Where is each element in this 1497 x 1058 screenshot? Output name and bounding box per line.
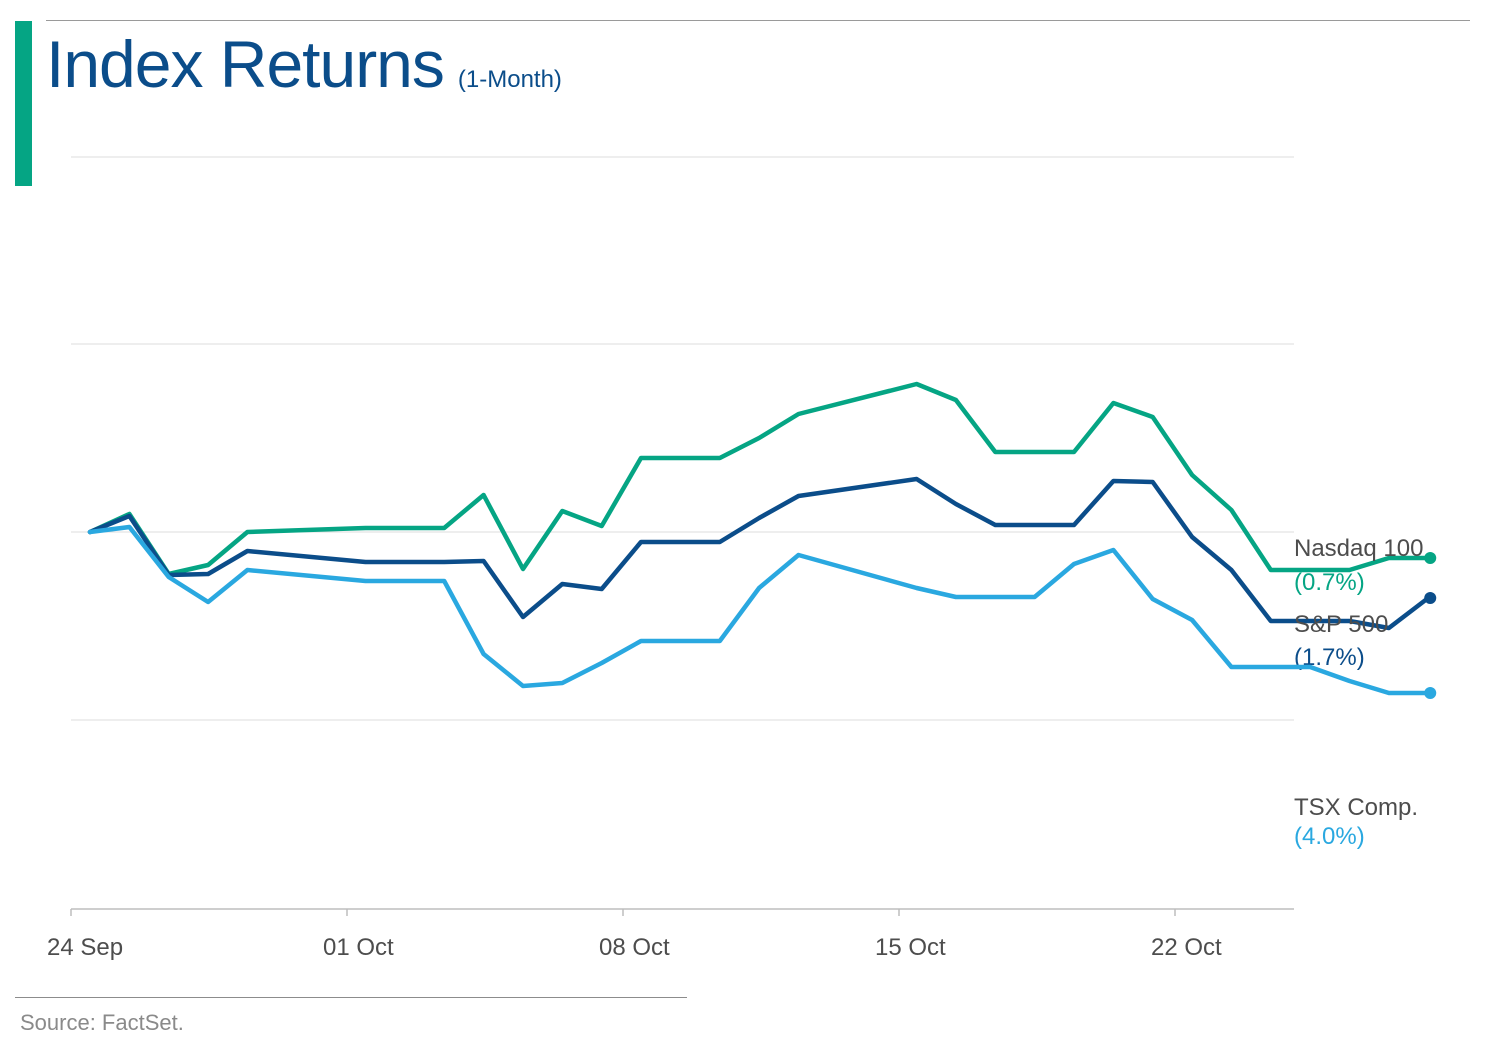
nasdaq-series-name: Nasdaq 100 (1294, 535, 1423, 562)
nasdaq-series-line (87, 381, 1431, 577)
sp500-series-line (87, 476, 1431, 631)
title-accent-bar (15, 21, 32, 186)
title-block: Index Returns (1-Month) (46, 26, 562, 102)
x-tick-label-1: 24 Sep (47, 934, 123, 961)
source-note: Source: FactSet. (20, 1010, 184, 1035)
x-tick-label-4: 15 Oct (875, 934, 946, 961)
top-rule (46, 20, 1470, 21)
nasdaq-end-marker (1424, 552, 1437, 564)
x-tick-label-5: 22 Oct (1151, 934, 1222, 961)
chart-subtitle: (1-Month) (457, 66, 562, 93)
tsx-series-name: TSX Comp. (1294, 794, 1418, 821)
tsx-series-line (87, 524, 1431, 696)
x-tick-label-3: 08 Oct (599, 934, 670, 961)
sp500-series-name: S&P 500 (1294, 611, 1388, 638)
nasdaq-return-label: (0.7%) (1294, 569, 1365, 596)
source-rule (15, 997, 687, 998)
tsx-return-label: (4.0%) (1294, 823, 1365, 850)
chart-title: Index Returns (46, 27, 445, 101)
sp500-end-marker (1424, 592, 1437, 604)
tsx-end-marker (1424, 687, 1437, 699)
x-tick-label-2: 01 Oct (323, 934, 394, 961)
